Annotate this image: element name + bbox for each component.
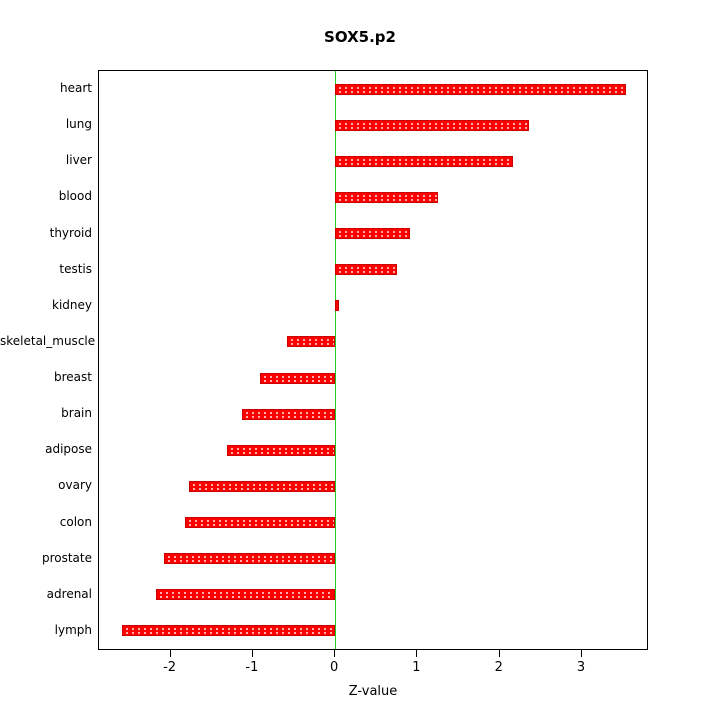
y-axis-label-colon: colon: [59, 514, 92, 529]
bar-liver: [335, 155, 513, 167]
bar-kidney: [335, 300, 340, 312]
x-tick: [251, 650, 253, 657]
x-tick-label: 0: [330, 660, 339, 675]
bar-prostate: [164, 553, 336, 565]
y-axis-label-heart: heart: [60, 81, 92, 96]
x-tick: [334, 650, 336, 657]
y-axis-label-lymph: lymph: [54, 622, 92, 637]
bar-adrenal: [155, 589, 336, 601]
bar-ovary: [188, 480, 336, 492]
bar-testis: [335, 264, 397, 276]
bar-lung: [335, 119, 530, 131]
y-axis-label-skeletal_muscle: skeletal_muscle: [0, 333, 96, 348]
y-axis-label-adrenal: adrenal: [46, 586, 92, 601]
chart-title: SOX5.p2: [324, 28, 396, 46]
y-axis-label-thyroid: thyroid: [49, 225, 92, 240]
y-axis-label-lung: lung: [65, 117, 92, 132]
x-tick-label: -1: [245, 660, 259, 675]
y-axis-label-breast: breast: [54, 370, 92, 385]
x-tick-label: 1: [412, 660, 421, 675]
x-tick-label: 3: [576, 660, 586, 675]
y-axis-label-prostate: prostate: [41, 550, 92, 565]
x-tick: [169, 650, 171, 657]
bar-heart: [335, 83, 627, 95]
bar-breast: [260, 372, 336, 384]
plot-area: [98, 70, 648, 650]
y-axis-label-adipose: adipose: [45, 442, 92, 457]
y-axis-label-brain: brain: [61, 406, 92, 421]
x-tick: [498, 650, 500, 657]
y-axis-label-liver: liver: [65, 153, 92, 168]
bar-thyroid: [335, 228, 411, 240]
y-axis-label-ovary: ovary: [58, 478, 92, 493]
y-axis-label-kidney: kidney: [52, 297, 92, 312]
zero-reference-line: [335, 71, 337, 649]
x-axis-label: Z-value: [348, 684, 398, 699]
bar-blood: [335, 191, 438, 203]
x-tick-label: 2: [494, 660, 503, 675]
y-axis-label-blood: blood: [58, 189, 92, 204]
bar-colon: [185, 517, 336, 529]
x-tick: [580, 650, 582, 657]
bar-skeletal_muscle: [287, 336, 336, 348]
bar-brain: [242, 408, 336, 420]
bar-adipose: [227, 444, 336, 456]
y-axis-label-testis: testis: [59, 261, 92, 276]
x-tick-label: -2: [163, 660, 177, 675]
bar-lymph: [122, 625, 336, 637]
x-tick: [416, 650, 418, 657]
